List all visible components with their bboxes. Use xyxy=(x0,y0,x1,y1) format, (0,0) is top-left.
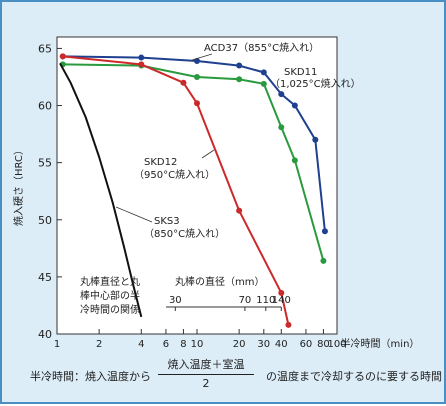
data-point xyxy=(278,124,285,131)
label-skd11: SKD11 xyxy=(284,67,317,78)
data-point xyxy=(312,136,319,143)
inset-tick-label: 110 xyxy=(256,295,275,306)
label-skd11-temp: （1,025°C焼入れ） xyxy=(270,78,361,90)
data-point xyxy=(194,57,200,64)
footnote-lead: 半冷時間：焼入温度から xyxy=(30,370,151,383)
data-point xyxy=(236,76,243,83)
data-point xyxy=(291,157,298,164)
x-tick-label: 40 xyxy=(275,339,288,350)
x-tick-label: 100 xyxy=(327,339,346,350)
y-tick-label: 55 xyxy=(38,157,52,170)
leader-skd12 xyxy=(201,149,215,159)
series-line xyxy=(59,62,143,318)
data-point xyxy=(260,80,267,87)
y-tick-label: 60 xyxy=(38,100,52,113)
x-tick-label: 10 xyxy=(191,339,204,350)
data-point xyxy=(59,53,66,60)
leader-acd37 xyxy=(191,53,213,61)
chart-series xyxy=(59,53,328,328)
data-point xyxy=(194,73,200,80)
data-point xyxy=(321,228,328,235)
data-point xyxy=(194,100,200,107)
footnote: 半冷時間：焼入温度から 焼入温度＋室温 2 の温度まで冷却するのに要する時間 xyxy=(30,356,446,396)
data-point xyxy=(138,61,145,68)
data-point xyxy=(291,102,298,109)
data-point xyxy=(285,321,292,328)
data-point xyxy=(278,91,285,98)
x-tick-label: 4 xyxy=(138,339,144,350)
y-tick-label: 65 xyxy=(38,42,52,55)
data-point xyxy=(260,69,267,76)
data-point xyxy=(278,289,285,296)
data-point xyxy=(236,207,243,214)
footnote-numerator: 焼入温度＋室温 xyxy=(158,356,254,375)
label-sks3: SKS3 xyxy=(154,216,180,227)
inset-tick-label: 70 xyxy=(239,295,252,306)
x-tick-label: 80 xyxy=(317,339,330,350)
chart-frame xyxy=(56,36,338,335)
data-point xyxy=(180,79,187,86)
data-point xyxy=(236,62,243,69)
plot-area xyxy=(56,36,338,335)
data-point xyxy=(138,54,145,61)
y-tick-label: 50 xyxy=(38,214,52,227)
leader-sks3 xyxy=(115,206,153,223)
x-tick-label: 8 xyxy=(180,339,186,350)
inset-diameter-label: 丸棒の直径（mm） xyxy=(175,275,264,288)
label-sks3-temp: （850°C焼入れ） xyxy=(144,228,225,240)
x-tick-label: 2 xyxy=(96,339,102,350)
inset-title-line: 棒中心部の半 xyxy=(80,289,140,302)
footnote-denominator: 2 xyxy=(202,377,210,390)
data-point xyxy=(320,257,327,264)
inset-tick-label: 30 xyxy=(169,295,182,306)
y-tick-label: 40 xyxy=(38,328,52,341)
footnote-tail: の温度まで冷却するのに要する時間 xyxy=(266,370,442,383)
x-axis-title: 半冷時間（min） xyxy=(341,337,420,350)
inset-tick-label: 140 xyxy=(272,295,291,306)
chart-labels: ACD37（855°C焼入れ） SKD11（1,025°C焼入れ） SKD12（95… xyxy=(80,42,361,316)
inset-title-line: 丸棒直径と丸 xyxy=(80,275,140,288)
y-axis-title: 焼入硬さ（HRC） xyxy=(13,145,25,226)
footnote-fraction: 焼入温度＋室温 2 xyxy=(158,356,254,390)
label-skd12-temp: （950°C焼入れ） xyxy=(134,169,215,181)
inset-title-line: 冷時間の関係 xyxy=(80,303,140,316)
x-tick-label: 60 xyxy=(300,339,313,350)
label-acd37: ACD37（855°C焼入れ） xyxy=(204,42,319,54)
x-tick-label: 1 xyxy=(54,339,60,350)
x-tick-label: 6 xyxy=(163,339,169,350)
x-tick-label: 20 xyxy=(233,339,246,350)
x-tick-label: 30 xyxy=(257,339,270,350)
y-tick-label: 45 xyxy=(38,271,52,284)
label-skd12: SKD12 xyxy=(144,157,177,168)
